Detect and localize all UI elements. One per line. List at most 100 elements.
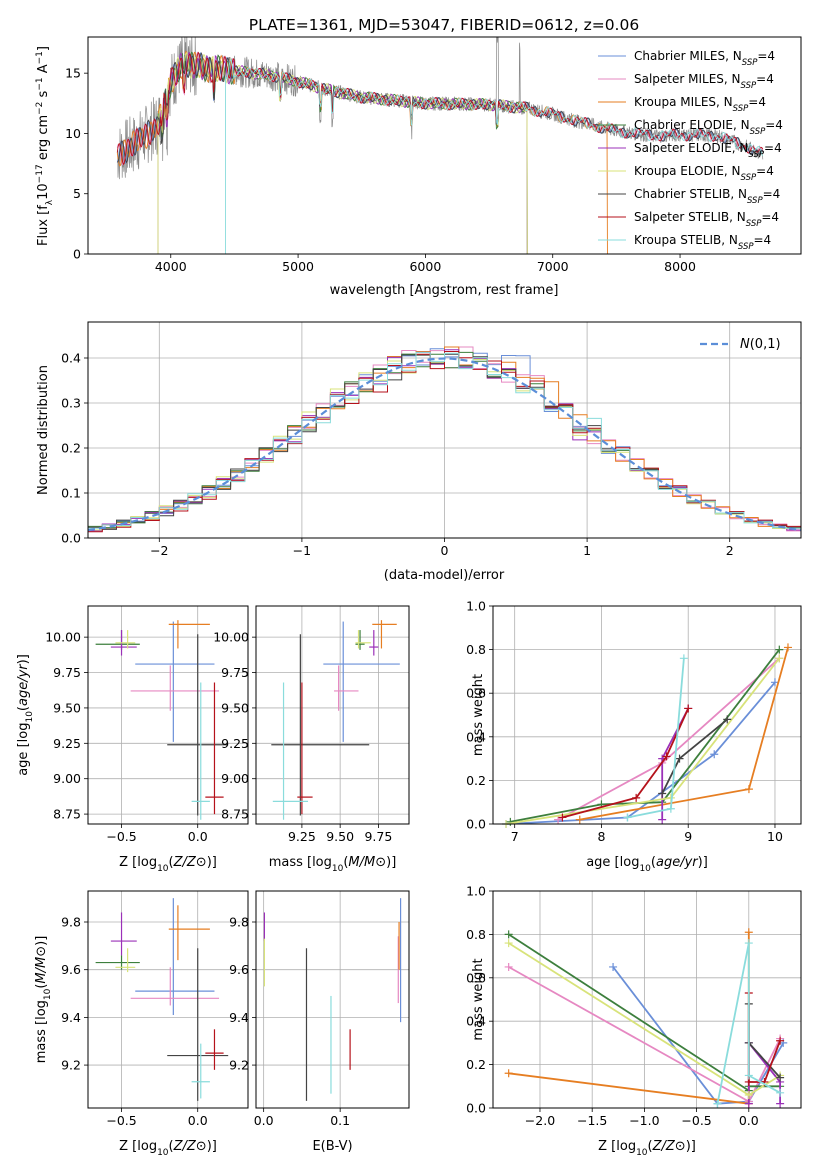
age_vs_Z-ytick-label: 9.25	[53, 736, 81, 751]
residuals-ytick-label: 0.1	[61, 486, 81, 501]
errorbar-point-chabrier-miles	[135, 621, 215, 742]
age_vs_mass-ytick-label: 10.00	[213, 630, 249, 645]
mass_vs_Z-ytick-label: 9.4	[61, 1010, 81, 1025]
errorbar-point-salpeter-miles	[130, 665, 220, 711]
mass_vs_ebv-frame	[255, 890, 410, 1109]
errorbar-point-salpeter-miles	[130, 967, 220, 1006]
mass_vs_ebv-xlabel: E(B-V)	[312, 1139, 352, 1154]
massweight_vs_Z-xlabel: Z [log10(Z/Z⊙)]	[598, 1139, 696, 1158]
legend-label-salpeter-stelib: Salpeter STELIB, NSSP=4	[634, 210, 779, 229]
series-marker	[675, 754, 684, 763]
series-marker	[558, 813, 567, 822]
residuals-xtick-label: 0	[441, 543, 449, 558]
series-marker	[744, 928, 753, 937]
spectrum-xtick-label: 4000	[155, 259, 187, 274]
series-marker	[623, 813, 632, 822]
age_vs_Z-xtick-label: −0.5	[106, 829, 136, 844]
age_vs_mass-points	[271, 620, 400, 820]
residuals-xtick-label: 1	[583, 543, 591, 558]
mass_vs_Z-frame	[87, 890, 249, 1109]
legend-label-normal: N(0,1)	[740, 337, 781, 352]
series-marker	[504, 1069, 513, 1078]
series-chabrier-elodie	[506, 645, 784, 826]
model-spectrum-kroupa-stelib	[225, 58, 763, 254]
legend-label-chabrier-elodie: Chabrier ELODIE, NSSP=4	[634, 118, 783, 137]
errorbar-point-kroupa-elodie	[115, 630, 136, 649]
massweight_vs_age-xlabel: age [log10(age/yr)]	[586, 855, 708, 874]
errorbar-point-chabrier-elodie	[355, 630, 365, 650]
series-marker	[776, 1088, 785, 1097]
series-marker	[632, 793, 641, 802]
series-line-salpeter-miles	[557, 657, 780, 821]
series-marker	[744, 785, 753, 794]
massweight_vs_Z-ytick-label: 0.2	[466, 1057, 486, 1072]
errorbar-point-salpeter-miles	[334, 665, 359, 711]
mass_vs_ebv-ytick-label: 9.6	[229, 962, 249, 977]
series-kroupa-miles	[575, 643, 792, 824]
massweight_vs_age-panel: 7 8 9 10 0.0 0.2 0.4 0.6 0.8 1.0 age [log10(age/yr…	[466, 599, 802, 874]
errorbar-point-salpeter-elodie	[110, 912, 137, 956]
series-marker	[658, 815, 667, 824]
massweight_vs_age-xtick-label: 9	[684, 829, 692, 844]
massweight_vs_Z-xtick-label: −2.0	[525, 1113, 555, 1128]
series-line-kroupa-elodie	[505, 657, 781, 825]
mass_vs_Z-ytick-label: 9.6	[61, 962, 81, 977]
age_vs_mass-ytick-label: 8.75	[221, 807, 249, 822]
mass_vs_ebv-panel: 0.0 0.1 9.2 9.4 9.6 9.8 E(B-V)	[229, 890, 410, 1154]
series-marker	[679, 654, 688, 663]
errorbar-point-kroupa-miles	[372, 620, 397, 649]
series-kroupa-stelib	[623, 654, 688, 822]
spectrum-ylabel: Flux [fλ10−17 erg cm−2 s−1 A−1]	[35, 46, 55, 246]
legend-label-kroupa-stelib: Kroupa STELIB, NSSP=4	[634, 233, 771, 252]
spectrum-plot-area	[116, 37, 764, 254]
massweight_vs_age-xtick-label: 7	[511, 829, 519, 844]
mass_vs_ebv-xtick-label: 0.0	[254, 1113, 274, 1128]
mass_vs_Z-points	[95, 898, 229, 1101]
errorbar-point-kroupa-elodie	[355, 630, 371, 649]
massweight_vs_Z-ytick-label: 1.0	[466, 884, 486, 899]
residuals-ytick-label: 0.4	[61, 351, 81, 366]
errorbar-point-kroupa-stelib	[272, 682, 309, 820]
residuals-xtick-label: −1	[293, 543, 311, 558]
age_vs_Z-ytick-label: 8.75	[53, 807, 81, 822]
spectrum-panel: 4000 5000 6000 7000 8000 0 5 10 15 Chabrier MILES…	[35, 36, 802, 298]
mass_vs_Z-ytick-label: 9.2	[61, 1058, 81, 1073]
series-line-chabrier-miles	[505, 681, 776, 825]
residuals-ytick-label: 0.0	[61, 531, 81, 546]
spectrum-xtick-label: 6000	[409, 259, 441, 274]
age_vs_Z-ytick-label: 9.50	[53, 700, 81, 715]
series-line-chabrier-stelib	[747, 1003, 781, 1079]
series-marker	[684, 704, 693, 713]
massweight_vs_Z-xtick-label: 0.0	[739, 1113, 759, 1128]
series-marker	[744, 1099, 753, 1108]
age_vs_mass-ytick-label: 9.50	[221, 700, 249, 715]
legend-label-chabrier-miles: Chabrier MILES, NSSP=4	[634, 49, 775, 68]
series-chabrier-stelib	[658, 715, 732, 798]
age_vs_Z-panel: −0.5 0.0 8.75 9.00 9.25 9.50 9.75 10.00 Z [log10…	[16, 605, 249, 874]
massweight_vs_age-frame	[492, 605, 802, 825]
age_vs_mass-ytick-label: 9.25	[221, 736, 249, 751]
normal-reference-curve	[87, 357, 802, 532]
residuals-xtick-label: −2	[150, 543, 168, 558]
histogram-kroupa-stelib	[88, 351, 801, 529]
legend-label-chabrier-stelib: Chabrier STELIB, NSSP=4	[634, 187, 780, 206]
massweight_vs_age-ytick-label: 0.4	[466, 729, 486, 744]
age_vs_Z-ytick-label: 10.00	[45, 630, 81, 645]
massweight_vs_Z-ytick-label: 0.0	[466, 1101, 486, 1116]
age_vs_mass-ytick-label: 9.00	[221, 771, 249, 786]
errorbar-point-salpeter-stelib	[205, 1029, 224, 1070]
errorbar-point-chabrier-miles	[323, 621, 400, 742]
residuals-ylabel: Normed distribution	[36, 365, 51, 495]
legend-label-kroupa-miles: Kroupa MILES, NSSP=4	[634, 95, 766, 114]
massweight_vs_Z-ytick-label: 0.8	[466, 927, 486, 942]
series-chabrier-miles	[502, 678, 779, 828]
massweight_vs_Z-ytick-label: 0.4	[466, 1014, 486, 1029]
errorbar-point-chabrier-stelib	[167, 634, 229, 816]
errorbar-point-kroupa-stelib	[191, 1043, 210, 1099]
spectrum-xlabel: wavelength [Angstrom, rest frame]	[330, 283, 559, 298]
errorbar-point-kroupa-elodie	[115, 948, 136, 973]
series-marker	[666, 804, 675, 813]
age_vs_mass-xtick-label: 9.50	[326, 829, 354, 844]
